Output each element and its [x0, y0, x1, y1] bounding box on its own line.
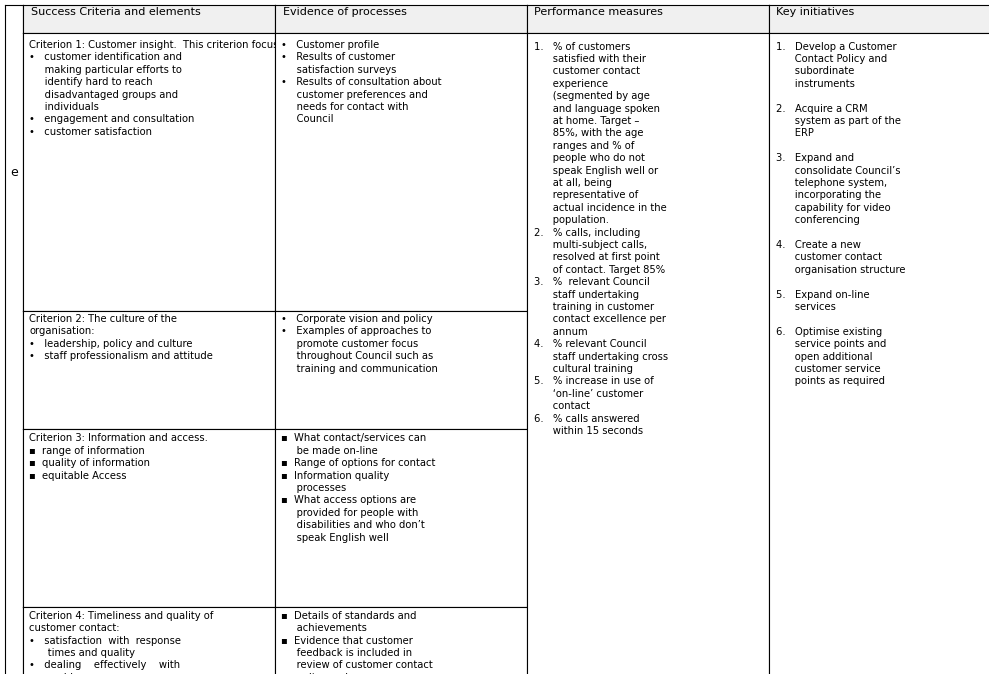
Text: Criterion 3: Information and access.
▪  range of information
▪  quality of infor: Criterion 3: Information and access. ▪ r… [30, 433, 208, 481]
Text: Performance measures: Performance measures [534, 7, 664, 18]
Text: 1.   % of customers
      satisfied with their
      customer contact
      expe: 1. % of customers satisfied with their c… [534, 42, 669, 436]
Text: e: e [10, 166, 18, 179]
Text: ▪  Details of standards and
     achievements
▪  Evidence that customer
     fee: ▪ Details of standards and achievements … [281, 611, 433, 674]
Text: Evidence of processes: Evidence of processes [283, 7, 406, 18]
Text: •   Customer profile
•   Results of customer
     satisfaction surveys
•   Resul: • Customer profile • Results of customer… [281, 40, 442, 124]
Text: Key initiatives: Key initiatives [775, 7, 854, 18]
Text: Criterion 4: Timeliness and quality of
customer contact:
•   satisfaction  with : Criterion 4: Timeliness and quality of c… [30, 611, 214, 674]
Text: Criterion 2: The culture of the
organisation:
•   leadership, policy and culture: Criterion 2: The culture of the organisa… [30, 314, 214, 361]
Text: Success Criteria and elements: Success Criteria and elements [31, 7, 201, 18]
Text: Criterion 1: Customer insight.  This criterion focuses on the importance of deve: Criterion 1: Customer insight. This crit… [30, 40, 748, 137]
Text: ▪  What contact/services can
     be made on-line
▪  Range of options for contac: ▪ What contact/services can be made on-l… [281, 433, 436, 543]
Text: •   Corporate vision and policy
•   Examples of approaches to
     promote custo: • Corporate vision and policy • Examples… [281, 314, 438, 373]
Text: 1.   Develop a Customer
      Contact Policy and
      subordinate
      instrum: 1. Develop a Customer Contact Policy and… [775, 42, 905, 386]
